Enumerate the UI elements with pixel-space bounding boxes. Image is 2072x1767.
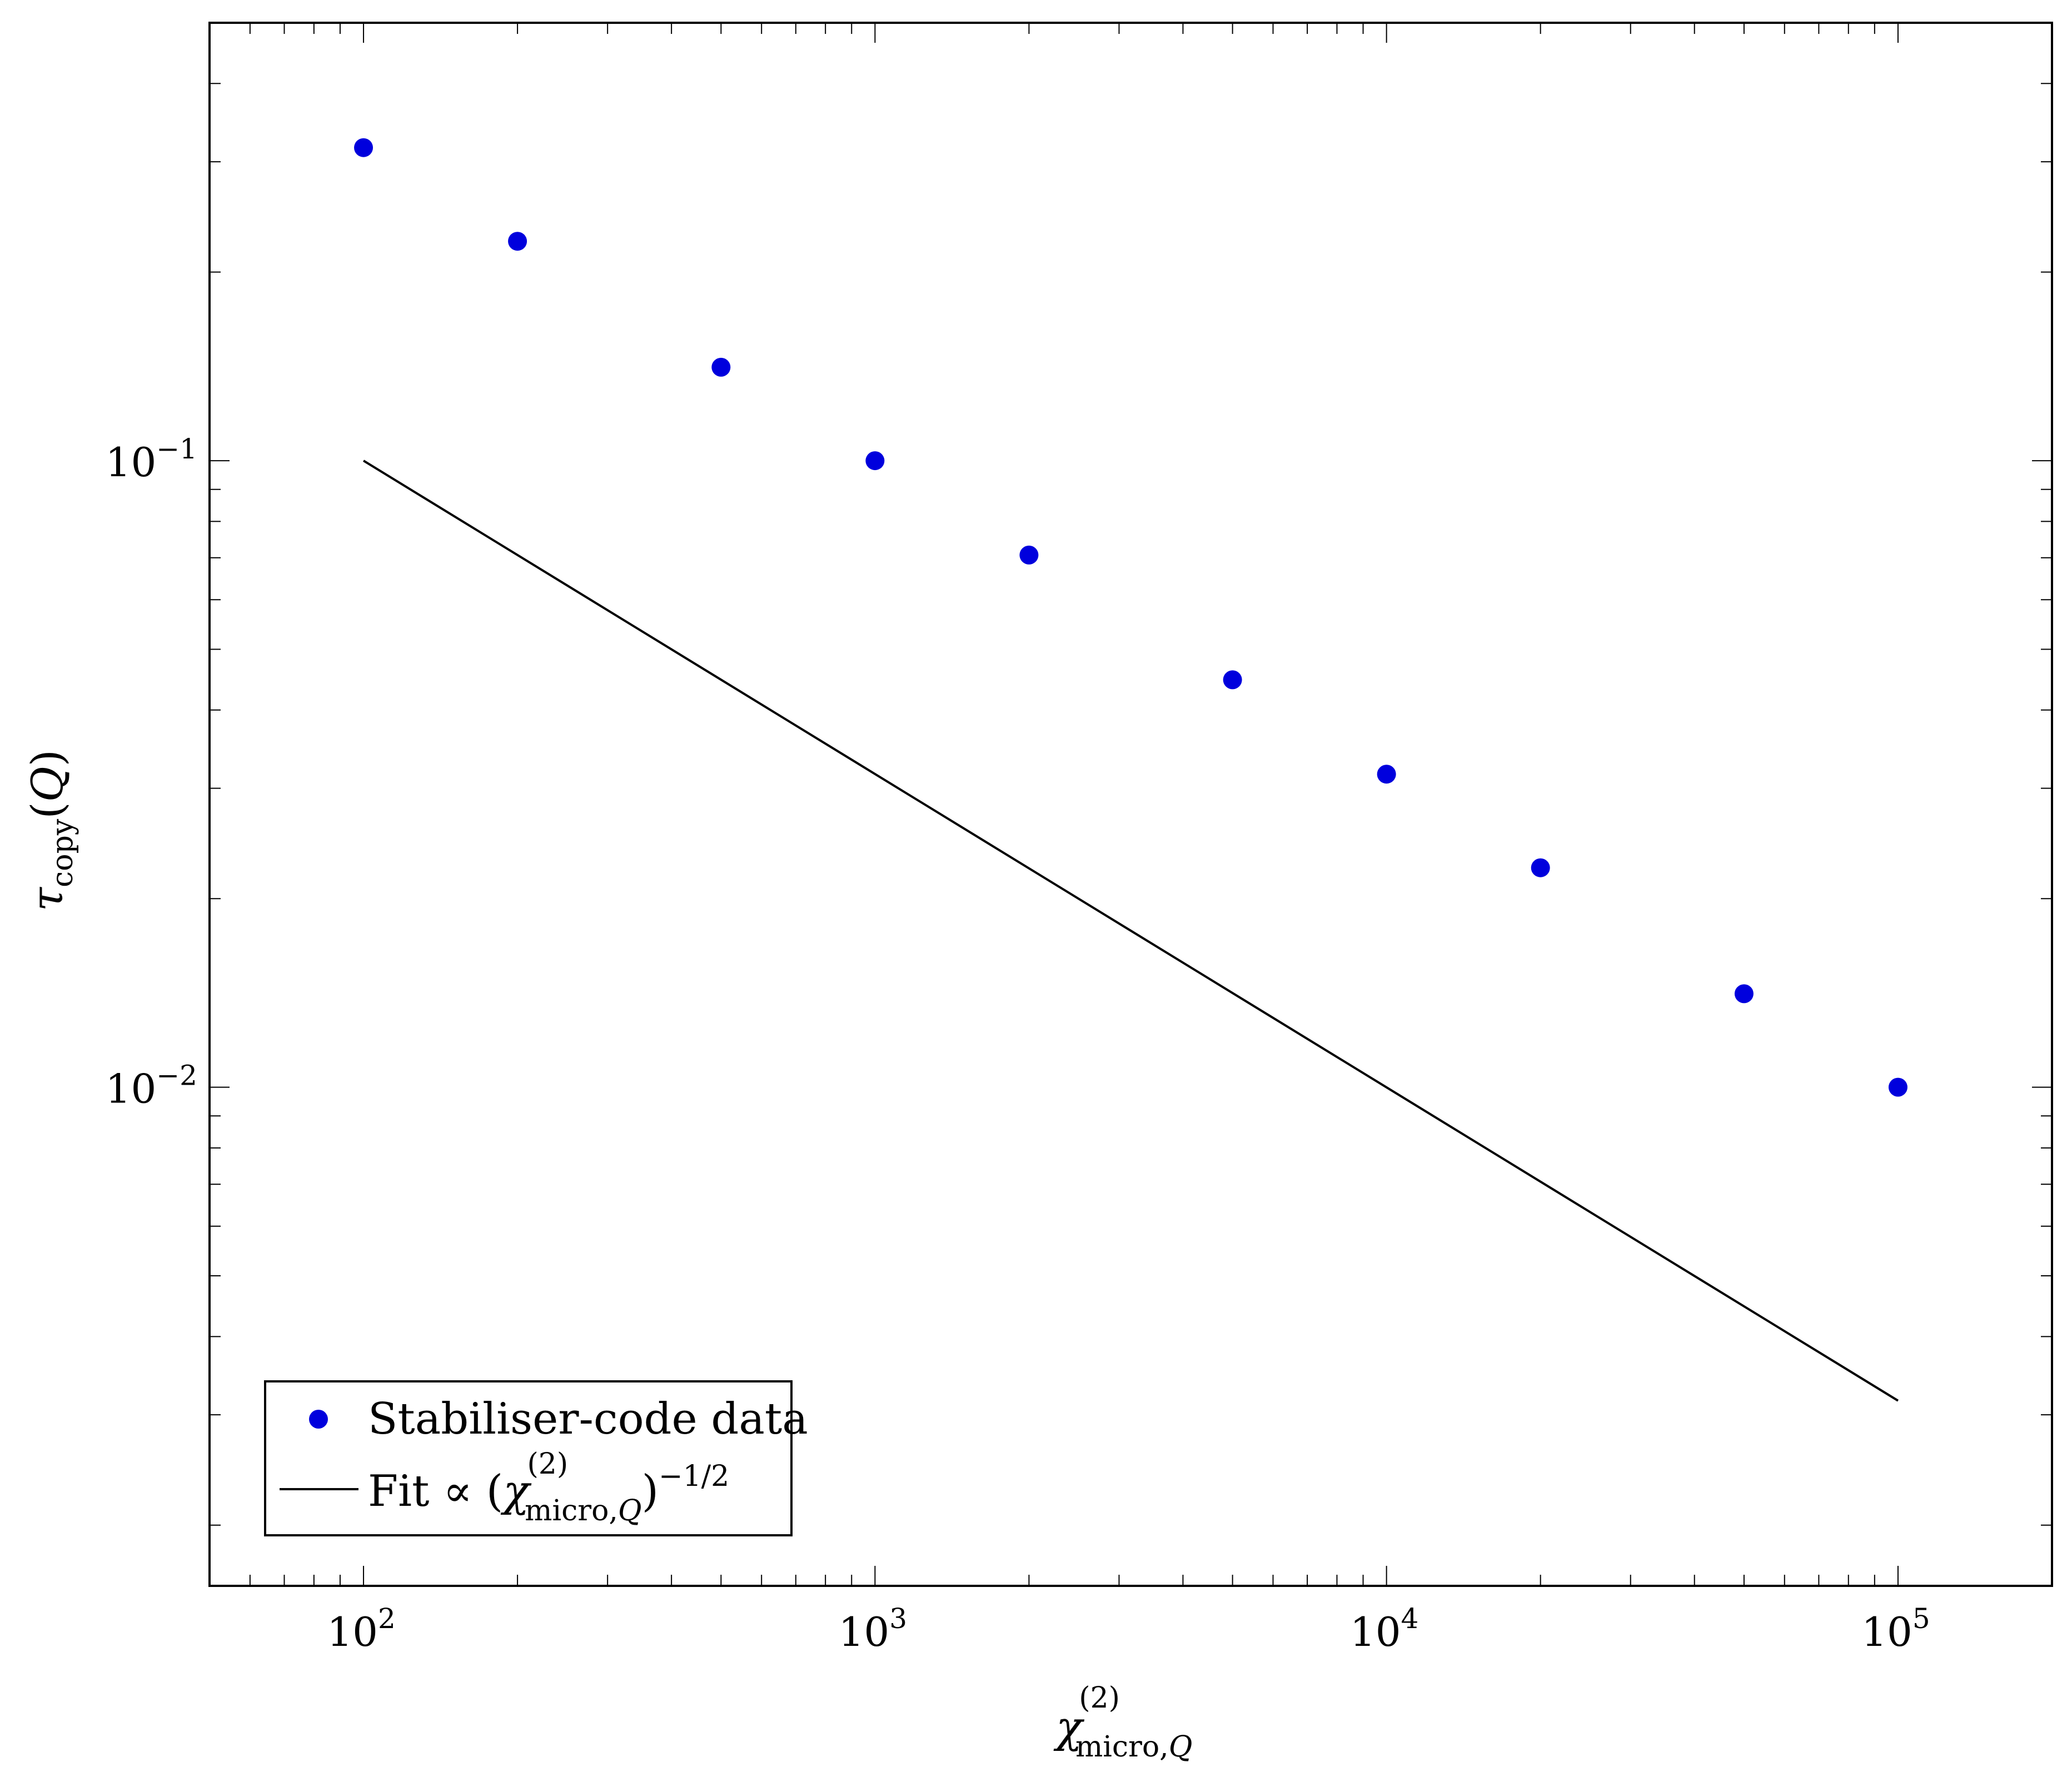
x-tick-label-exponent: 4 bbox=[1401, 1603, 1419, 1635]
x-tick-label-base: 10 bbox=[1350, 1609, 1401, 1655]
x-axis-label: χ(2) micro,Q bbox=[1053, 1681, 1192, 1764]
data-point bbox=[1734, 984, 1754, 1004]
y-tick-label-base: 10 bbox=[106, 439, 157, 486]
legend: Stabiliser-code data Fit ∝ (χ(2) micro,Q)… bbox=[264, 1380, 808, 1536]
y-tick-label: 10−2 bbox=[106, 1060, 197, 1112]
legend-box bbox=[264, 1380, 793, 1536]
x-tick-label: 103 bbox=[839, 1603, 907, 1655]
data-point bbox=[1531, 858, 1550, 877]
x-tick-label-exponent: 2 bbox=[378, 1603, 396, 1635]
x-tick-label-base: 10 bbox=[839, 1609, 890, 1655]
data-point bbox=[865, 451, 885, 471]
data-point bbox=[1888, 1077, 1907, 1097]
x-tick-label-base: 10 bbox=[327, 1609, 378, 1655]
data-point bbox=[1377, 765, 1396, 784]
x-tick-label: 102 bbox=[327, 1603, 395, 1655]
y-tick-label-exponent: −1 bbox=[156, 433, 197, 465]
data-point bbox=[508, 232, 527, 251]
y-axis-label: τcopy(Q) bbox=[23, 750, 79, 911]
axis-ticks bbox=[209, 22, 2053, 1586]
fit-line bbox=[362, 460, 1899, 1402]
data-point bbox=[711, 357, 731, 377]
plot-frame bbox=[208, 22, 2053, 1587]
legend-label-fit: Fit ∝ (χ(2) micro,Q)−1/2 bbox=[368, 1447, 729, 1528]
x-tick-label-base: 10 bbox=[1861, 1609, 1912, 1655]
x-tick-label: 104 bbox=[1350, 1603, 1418, 1655]
x-tick-label-exponent: 5 bbox=[1912, 1603, 1930, 1635]
data-point bbox=[1223, 670, 1242, 690]
y-tick-label-base: 10 bbox=[106, 1066, 157, 1112]
y-tick-label-exponent: −2 bbox=[156, 1060, 197, 1092]
data-point bbox=[1019, 545, 1039, 565]
legend-label-data: Stabiliser-code data bbox=[368, 1394, 808, 1444]
x-tick-label-exponent: 3 bbox=[889, 1603, 907, 1635]
x-tick-label: 105 bbox=[1861, 1603, 1930, 1655]
legend-marker-data bbox=[309, 1410, 328, 1429]
y-tick-label: 10−1 bbox=[106, 433, 197, 486]
data-point bbox=[354, 138, 373, 157]
data-series bbox=[354, 138, 1907, 1402]
